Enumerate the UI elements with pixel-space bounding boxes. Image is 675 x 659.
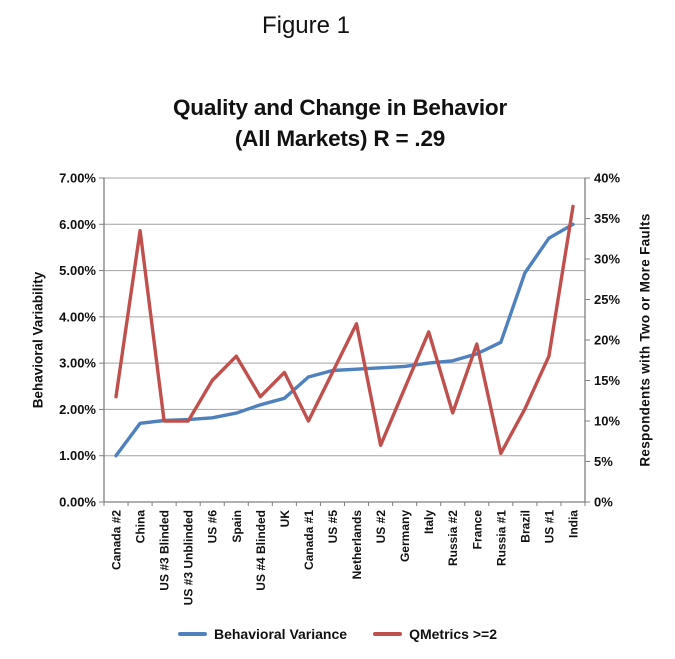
legend-swatch-blue-line: [177, 632, 207, 636]
x-axis-category-label: UK: [278, 510, 292, 528]
x-axis-category-label: China: [134, 510, 148, 544]
axis-lines: [103, 178, 586, 503]
x-axis-category-label: Germany: [398, 510, 412, 562]
right-axis-tick-label: 30%: [594, 252, 620, 267]
x-axis-ticks: [103, 502, 586, 506]
chart-title-line1: Quality and Change in Behavior: [172, 95, 508, 120]
left-axis-ticks: 0.00% 1.00% 2.00% 3.00% 4.00% 5.00% 6.00% 7.00%: [59, 171, 104, 510]
x-axis-category-label: Russia #1: [494, 510, 508, 566]
x-axis-category-label: Canada #1: [302, 510, 316, 570]
legend-label-qmetrics: QMetrics >=2: [409, 626, 497, 642]
x-axis-category-label: Spain: [230, 510, 244, 543]
chart-legend: Behavioral Variance QMetrics >=2: [0, 626, 675, 642]
right-axis-tick-label: 20%: [594, 333, 620, 348]
right-axis-tick-label: 5%: [594, 454, 613, 469]
left-axis-tick-label: 4.00%: [59, 309, 96, 324]
chart-title: Quality and Change in Behavior (All Mark…: [0, 92, 675, 154]
right-axis-ticks: 0% 5% 10% 15% 20% 25% 30% 35% 40%: [585, 171, 620, 510]
series-line-qmetrics-2: [114, 204, 575, 456]
x-axis-category-label: France: [470, 510, 484, 550]
left-axis-tick-label: 1.00%: [59, 448, 96, 463]
legend-label-behavioral-variance: Behavioral Variance: [213, 626, 348, 642]
x-axis-category-label: Brazil: [518, 510, 532, 543]
right-axis-tick-label: 10%: [594, 414, 620, 429]
x-axis-category-label: Italy: [422, 510, 436, 534]
figure-label: Figure 1: [261, 12, 351, 39]
right-axis-tick-label: 40%: [594, 171, 620, 186]
right-axis-tick-label: 15%: [594, 373, 620, 388]
legend-item-behavioral-variance: Behavioral Variance: [177, 626, 348, 642]
x-axis-category-label: US #2: [374, 510, 388, 544]
right-axis-tick-label: 25%: [594, 292, 620, 307]
left-axis-tick-label: 2.00%: [59, 402, 96, 417]
series-line-behavioral-variance: [114, 222, 575, 458]
x-axis-category-label: Netherlands: [350, 510, 364, 580]
x-axis-category-label: India: [566, 510, 580, 538]
x-axis-category-label: US #1: [542, 510, 556, 544]
x-axis-category-label: US #3 Unblinded: [182, 510, 196, 605]
left-axis-tick-label: 7.00%: [59, 171, 96, 186]
left-axis-tick-label: 6.00%: [59, 217, 96, 232]
x-axis-category-label: Russia #2: [446, 510, 460, 566]
legend-swatch-red-line: [373, 632, 403, 636]
x-axis-category-labels: Canada #2 China US #3 Blinded US #3 Unblind…: [110, 510, 581, 606]
x-axis-category-label: US #3 Blinded: [158, 510, 172, 591]
chart-title-line2: (All Markets) R = .29: [234, 126, 446, 151]
right-axis-tick-label: 35%: [594, 211, 620, 226]
legend-item-qmetrics: QMetrics >=2: [373, 626, 497, 642]
right-axis-tick-label: 0%: [594, 495, 613, 510]
gridlines: [104, 177, 585, 503]
left-axis-tick-label: 5.00%: [59, 263, 96, 278]
left-axis-tick-label: 3.00%: [59, 356, 96, 371]
left-axis-tick-label: 0.00%: [59, 495, 96, 510]
x-axis-category-label: US #5: [326, 510, 340, 544]
x-axis-category-label: US #4 Blinded: [254, 510, 268, 591]
x-axis-category-label: Canada #2: [110, 510, 124, 570]
x-axis-category-label: US #6: [206, 510, 220, 544]
